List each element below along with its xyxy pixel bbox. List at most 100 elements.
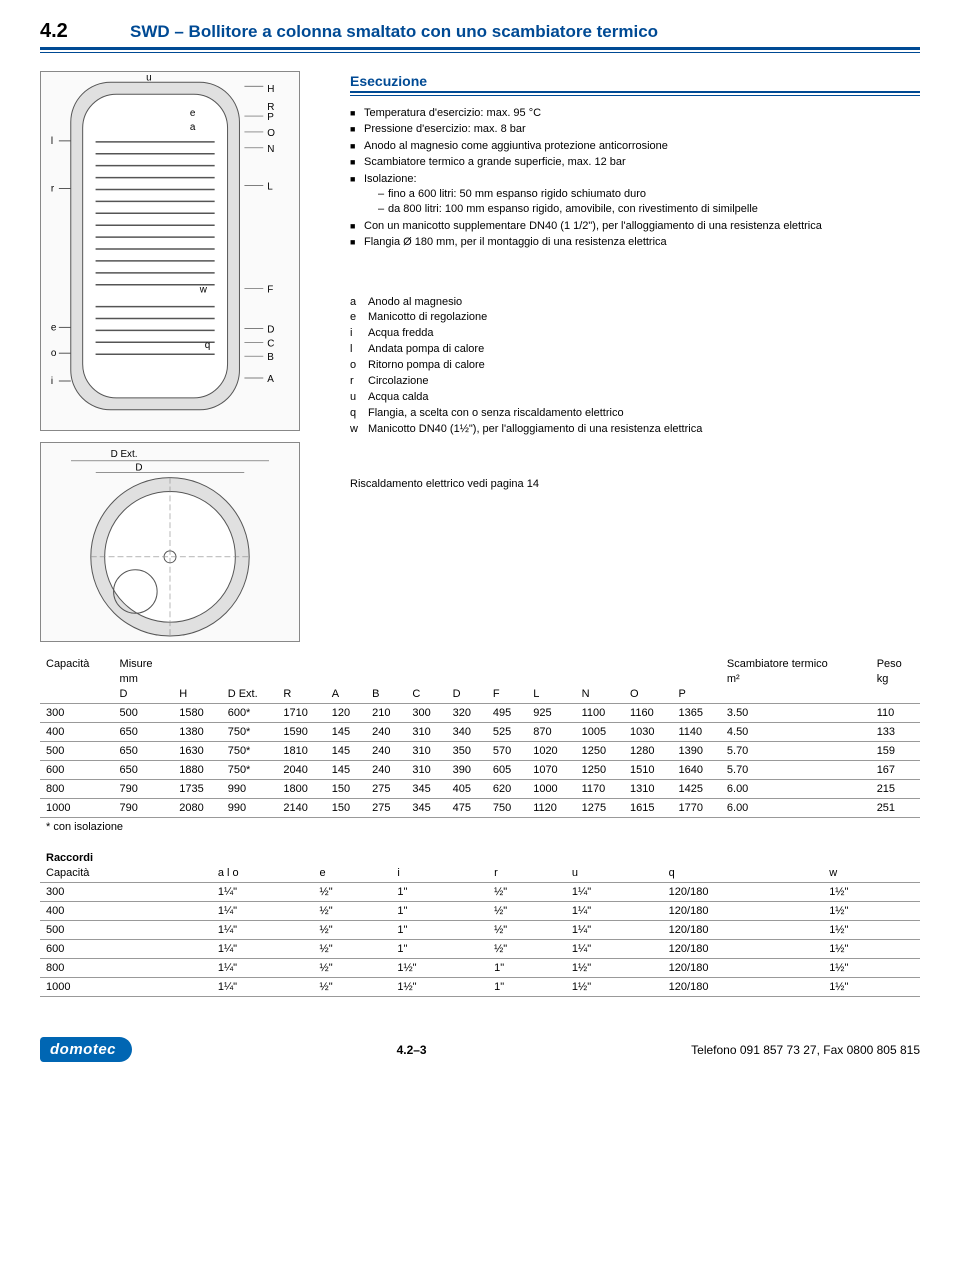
table-cell: 1¼"	[566, 940, 663, 959]
table-cell: 925	[527, 704, 575, 723]
table-cell: ½"	[314, 883, 392, 902]
svg-text:P: P	[267, 112, 274, 123]
table-row: 10001¼"½"1½"1"1½"120/1801½"	[40, 978, 920, 997]
table-header	[326, 655, 366, 670]
list-item: Scambiatore termico a grande superficie,…	[350, 155, 920, 170]
table-cell: 1140	[672, 723, 720, 742]
item-text: Con un manicotto supplementare DN40 (1 1…	[364, 220, 822, 232]
table-cell: 150	[326, 799, 366, 818]
table-cell: ½"	[488, 902, 566, 921]
table-row: 3005001580600*17101202103003204959251100…	[40, 704, 920, 723]
legend-value: Andata pompa di calore	[368, 342, 484, 358]
svg-text:i: i	[51, 376, 53, 387]
logo: domotec	[40, 1037, 132, 1062]
svg-text:F: F	[267, 285, 273, 296]
sub-item: fino a 600 litri: 50 mm espanso rigido s…	[378, 187, 920, 202]
esecuzione-list: Temperatura d'esercizio: max. 95 °C Pres…	[350, 106, 920, 251]
rule-thin	[40, 52, 920, 53]
table-cell: 1810	[277, 742, 325, 761]
svg-text:o: o	[51, 348, 57, 359]
legend-key: l	[350, 342, 368, 358]
table-cell: 3.50	[721, 704, 871, 723]
table-cell: 500	[40, 921, 212, 940]
svg-text:r: r	[51, 183, 55, 194]
table-cell: 145	[326, 761, 366, 780]
table-cell: 120/180	[663, 978, 824, 997]
svg-text:R: R	[267, 102, 274, 113]
table-row: 4006501380750*15901452403103405258701005…	[40, 723, 920, 742]
table-header: r	[488, 864, 566, 883]
table-cell: 405	[447, 780, 487, 799]
table-cell: 120	[326, 704, 366, 723]
table-cell: 650	[114, 761, 174, 780]
table-cell: 1630	[173, 742, 221, 761]
table-header: A	[326, 685, 366, 704]
page-header: 4.2 SWD – Bollitore a colonna smaltato c…	[40, 20, 920, 43]
table-header: L	[527, 685, 575, 704]
table-cell: 750*	[222, 742, 278, 761]
table-cell: 1030	[624, 723, 672, 742]
svg-text:w: w	[199, 285, 208, 296]
table-header: w	[823, 864, 920, 883]
table-header: Peso	[871, 655, 920, 670]
table-cell: 1"	[488, 978, 566, 997]
table-cell: 320	[447, 704, 487, 723]
table-cell: 1¼"	[212, 959, 314, 978]
table-cell: 750*	[222, 761, 278, 780]
table-cell: 1½"	[823, 902, 920, 921]
table-cell: 5.70	[721, 742, 871, 761]
table-cell: 1½"	[823, 978, 920, 997]
table-header: R	[277, 685, 325, 704]
item-text: Temperatura d'esercizio: max. 95 °C	[364, 107, 541, 119]
table-row: 1000790208099021401502753454757501120127…	[40, 799, 920, 818]
table-header: C	[406, 685, 446, 704]
table-cell: 1¼"	[212, 940, 314, 959]
table-header	[222, 655, 278, 670]
table-cell: 1615	[624, 799, 672, 818]
sub-item: da 800 litri: 100 mm espanso rigido, amo…	[378, 202, 920, 217]
table-cell: 500	[114, 704, 174, 723]
table-cell: 145	[326, 723, 366, 742]
table-cell: 525	[487, 723, 527, 742]
table-header: a l o	[212, 864, 314, 883]
note: Riscaldamento elettrico vedi pagina 14	[350, 478, 920, 490]
table-cell: 1510	[624, 761, 672, 780]
table-cell: 500	[40, 742, 114, 761]
table-cell: 1"	[391, 883, 488, 902]
table-header: Scambiatore termico	[721, 655, 871, 670]
list-item: Flangia Ø 180 mm, per il montaggio di un…	[350, 235, 920, 250]
table-cell: 1275	[576, 799, 624, 818]
legend-value: Acqua calda	[368, 390, 429, 406]
table-cell: 790	[114, 799, 174, 818]
table-header: N	[576, 685, 624, 704]
table-header	[366, 655, 406, 670]
tank-topview-diagram: D Ext. D	[40, 442, 300, 642]
table-header	[447, 655, 487, 670]
legend-row: wManicotto DN40 (1½"), per l'alloggiamen…	[350, 422, 920, 438]
table-cell: 1"	[391, 902, 488, 921]
raccordi-title: Raccordi	[40, 846, 920, 864]
svg-text:e: e	[190, 108, 196, 119]
table-cell: 650	[114, 742, 174, 761]
table-cell: 275	[366, 780, 406, 799]
list-item: Anodo al magnesio come aggiuntiva protez…	[350, 139, 920, 154]
table-header	[527, 655, 575, 670]
table-cell: 1160	[624, 704, 672, 723]
table-header	[721, 685, 871, 704]
legend-row: uAcqua calda	[350, 390, 920, 406]
table-cell: 1¼"	[212, 921, 314, 940]
table-cell: 310	[406, 723, 446, 742]
table-cell: 345	[406, 780, 446, 799]
table-cell: 1¼"	[566, 921, 663, 940]
legend-row: qFlangia, a scelta con o senza riscaldam…	[350, 406, 920, 422]
table-cell: 120/180	[663, 959, 824, 978]
svg-text:q: q	[205, 340, 211, 351]
table-cell: 120/180	[663, 940, 824, 959]
table-cell: 1880	[173, 761, 221, 780]
table-header: kg	[871, 670, 920, 685]
legend-key: q	[350, 406, 368, 422]
list-item: Temperatura d'esercizio: max. 95 °C	[350, 106, 920, 121]
table-header: P	[672, 685, 720, 704]
item-text: Pressione d'esercizio: max. 8 bar	[364, 123, 526, 135]
table-header	[277, 655, 325, 670]
